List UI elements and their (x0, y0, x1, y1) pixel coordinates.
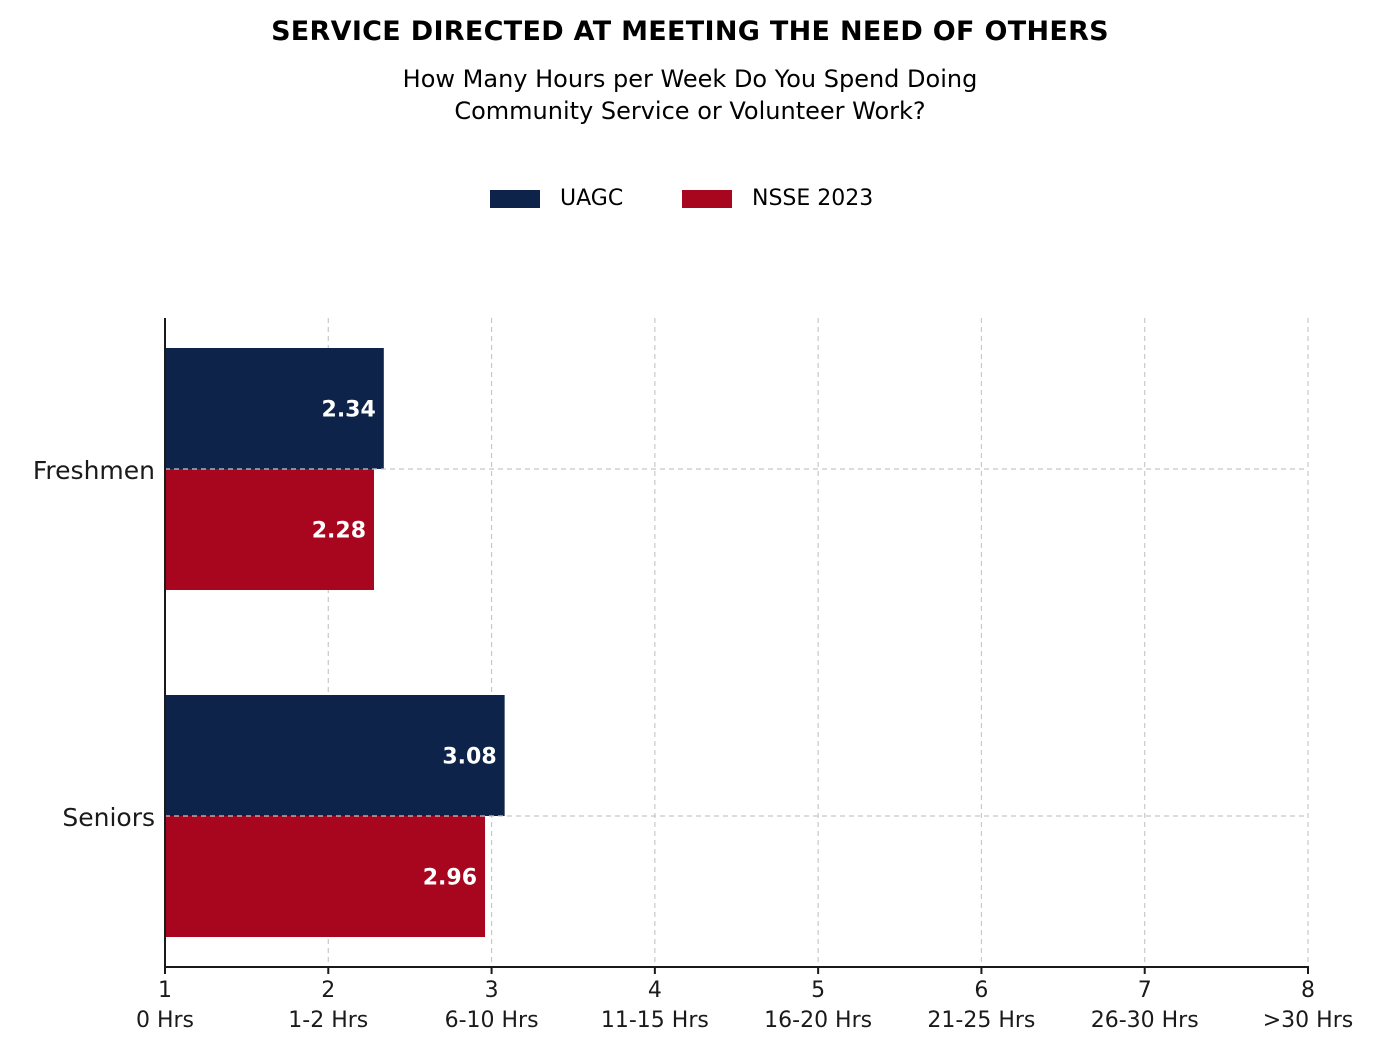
legend-label-uagc: UAGC (560, 186, 624, 211)
chart-legend: UAGC NSSE 2023 (0, 186, 1380, 216)
x-tick-sublabel-8: >30 Hrs (1263, 1008, 1353, 1033)
legend-item-uagc: UAGC (490, 186, 623, 211)
x-tick-label-2: 2 (321, 978, 335, 1003)
x-tick-label-8: 8 (1301, 978, 1315, 1003)
x-tick-label-7: 7 (1138, 978, 1152, 1003)
bar-nsse-2023-seniors (165, 816, 486, 937)
y-tick-label-seniors: Seniors (62, 803, 155, 832)
data-label-nsse-2023-freshmen: 2.28 (312, 519, 366, 544)
x-tick-sublabel-7: 26-30 Hrs (1091, 1008, 1199, 1033)
x-tick-sublabel-3: 6-10 Hrs (445, 1008, 539, 1033)
legend-swatch-uagc (490, 189, 540, 208)
data-label-uagc-freshmen: 2.34 (322, 398, 376, 423)
x-tick-sublabel-5: 16-20 Hrs (764, 1008, 872, 1033)
x-tick-sublabel-6: 21-25 Hrs (927, 1008, 1035, 1033)
data-label-nsse-2023-seniors: 2.96 (423, 866, 477, 891)
chart-subtitle-line-1: How Many Hours per Week Do You Spend Doi… (402, 65, 978, 93)
x-tick-label-4: 4 (648, 978, 662, 1003)
chart-subtitle-line-2: Community Service or Volunteer Work? (454, 97, 926, 125)
x-tick-label-6: 6 (974, 978, 988, 1003)
x-tick-label-1: 1 (158, 978, 172, 1003)
legend-item-nsse: NSSE 2023 (682, 186, 873, 211)
x-tick-label-3: 3 (485, 978, 499, 1003)
bar-uagc-freshmen (165, 348, 384, 469)
bar-nsse-2023-freshmen (165, 469, 375, 590)
chart-title: SERVICE DIRECTED AT MEETING THE NEED OF … (271, 16, 1109, 47)
x-tick-sublabel-2: 1-2 Hrs (288, 1008, 368, 1033)
legend-label-nsse: NSSE 2023 (752, 186, 874, 211)
legend-swatch-nsse (682, 189, 732, 208)
y-tick-label-freshmen: Freshmen (33, 456, 155, 485)
data-label-uagc-seniors: 3.08 (442, 745, 496, 770)
x-tick-label-5: 5 (811, 978, 825, 1003)
bar-uagc-seniors (165, 695, 505, 816)
x-tick-sublabel-1: 0 Hrs (136, 1008, 194, 1033)
x-tick-sublabel-4: 11-15 Hrs (601, 1008, 709, 1033)
